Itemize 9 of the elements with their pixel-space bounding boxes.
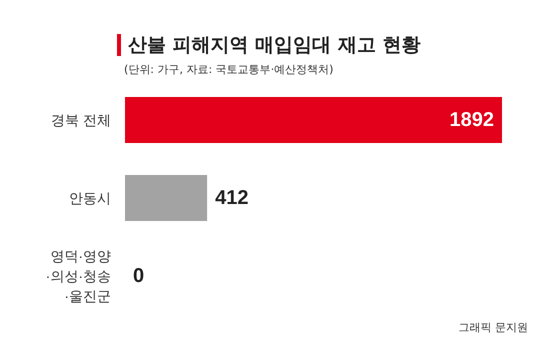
y-tick-label: 안동시 [69, 190, 111, 206]
chart-title: 산불 피해지역 매입임대 재고 현황 [128, 33, 420, 58]
data-label: 1892 [450, 109, 494, 131]
data-label: 412 [215, 187, 248, 209]
data-label: 0 [133, 265, 144, 287]
y-tick-label: 경북 전체 [51, 112, 111, 128]
chart-subtitle: (단위: 가구, 자료: 국토교통부·예산정책처) [124, 62, 334, 77]
y-tick-label: 영덕·영양·의성·청송·울진군 [46, 248, 111, 304]
text: 그래픽 문지원 [458, 320, 528, 335]
